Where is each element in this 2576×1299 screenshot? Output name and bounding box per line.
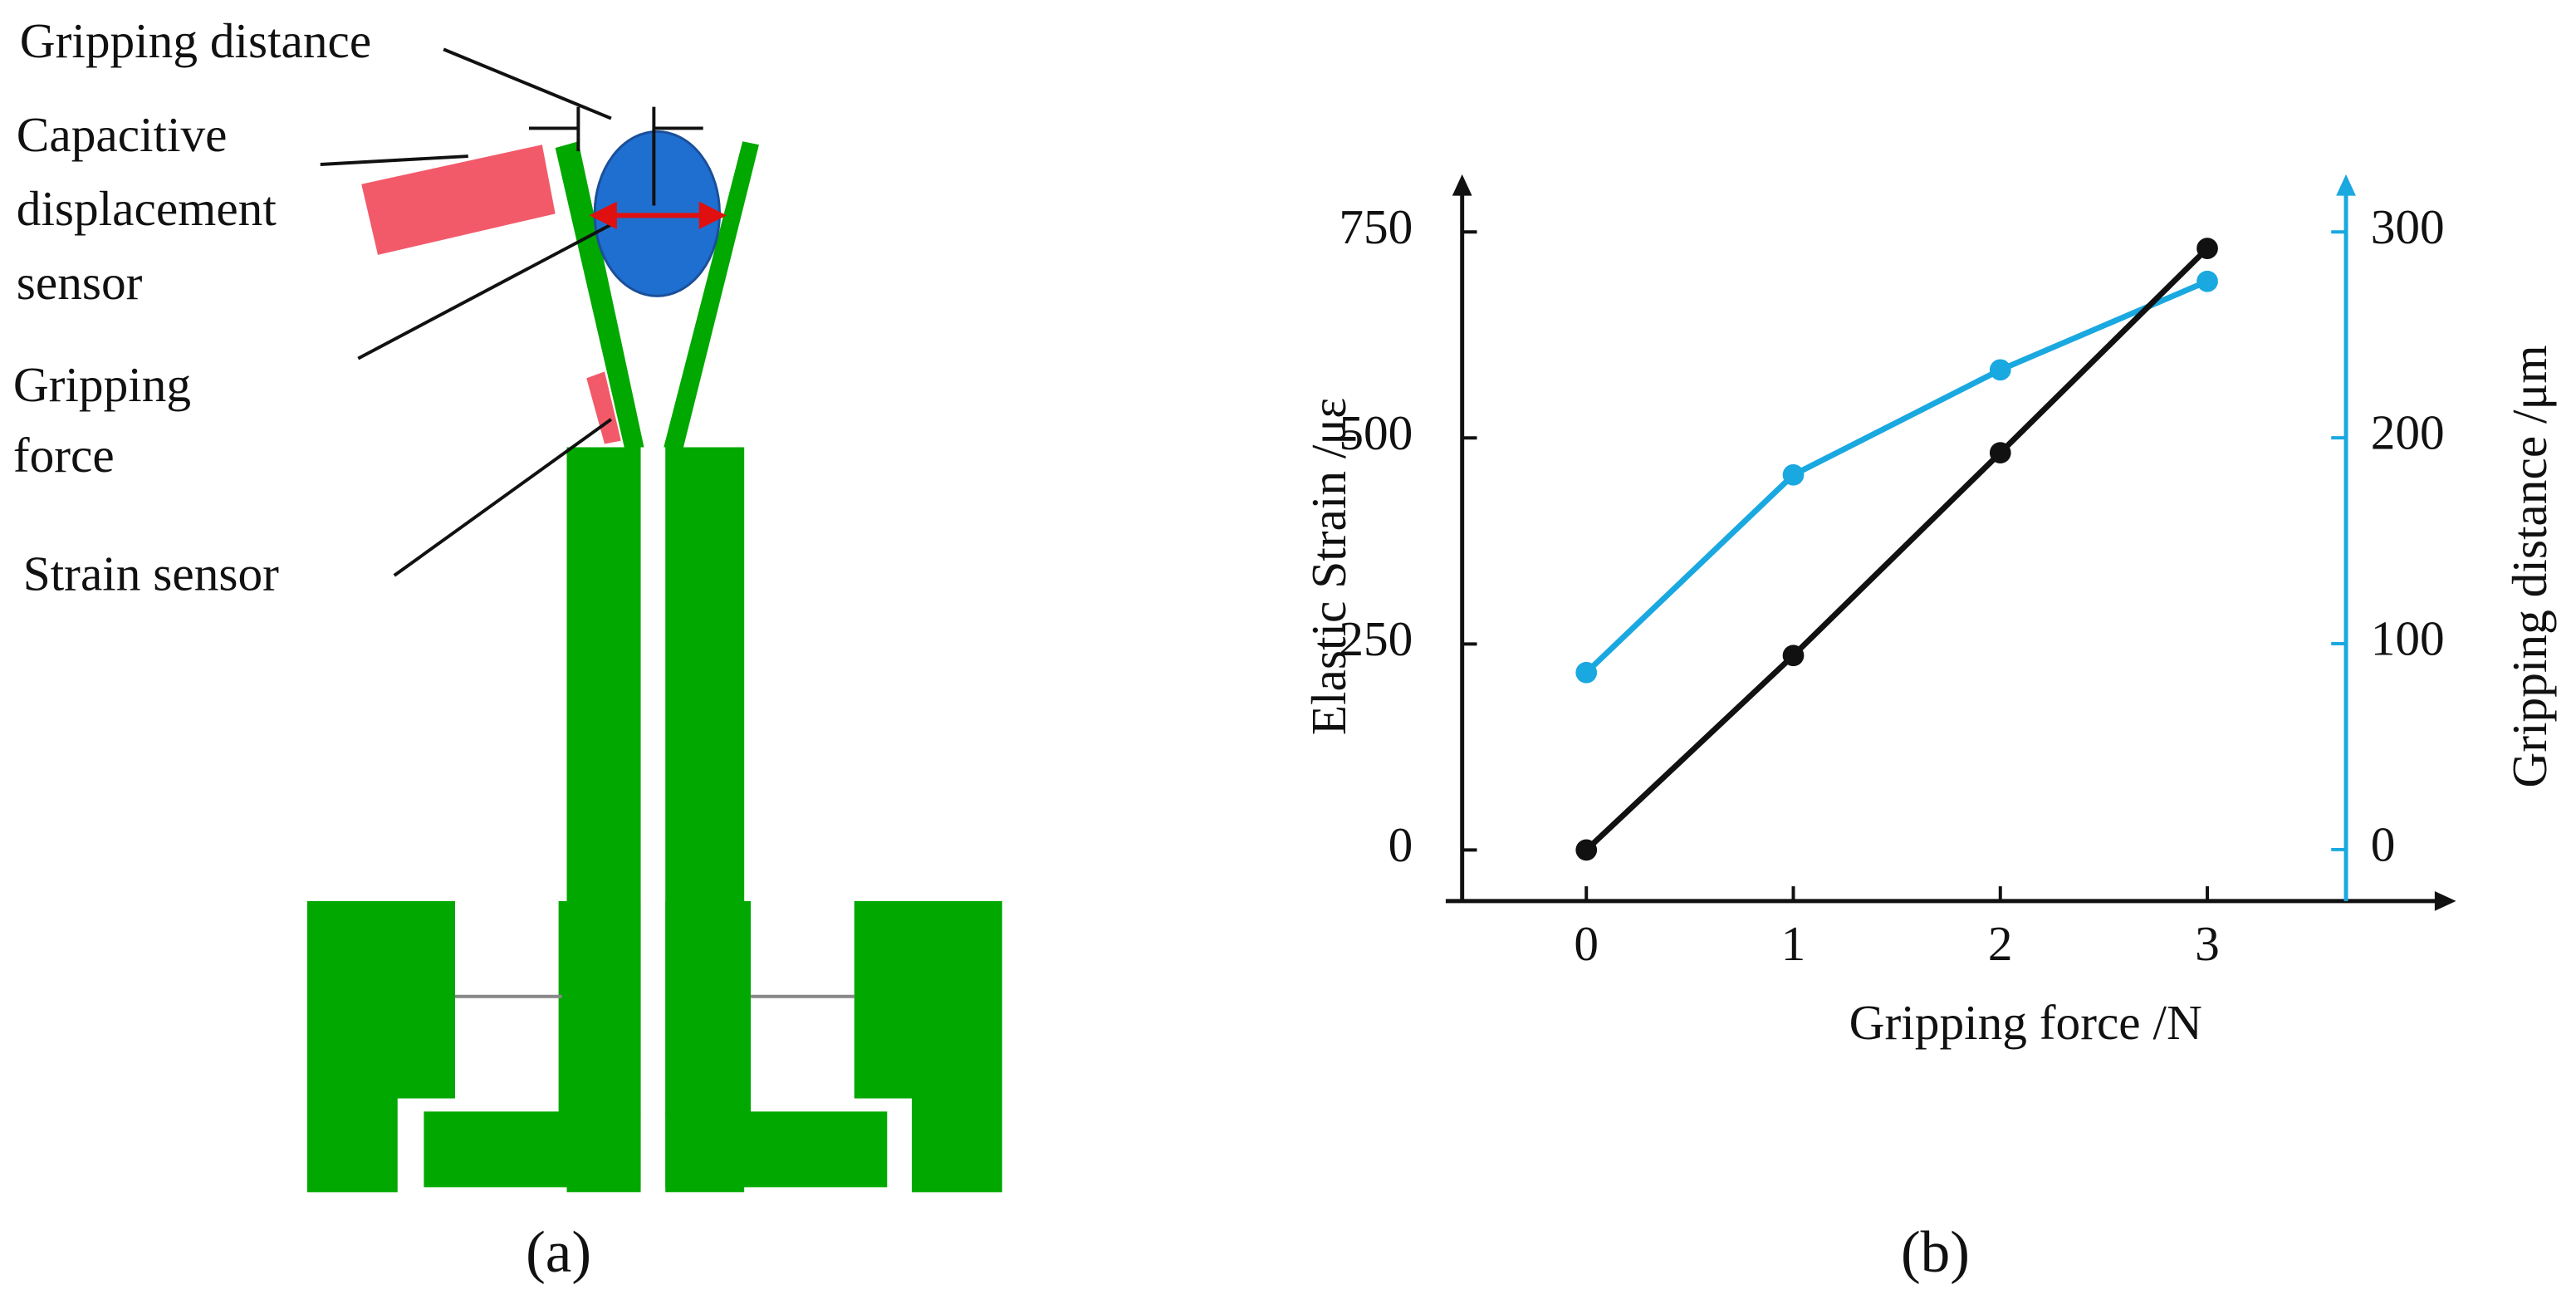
label: Strain sensor xyxy=(23,546,279,600)
point xyxy=(1575,661,1598,684)
y-tick-label: 250 xyxy=(1339,611,1413,666)
label: Gripping xyxy=(13,357,191,412)
point xyxy=(2196,270,2218,292)
x-axis-title: Gripping force /N xyxy=(1849,995,2202,1050)
y-tick-label: 0 xyxy=(1388,817,1413,872)
left-base xyxy=(424,1111,641,1188)
y2-tick-label: 200 xyxy=(2371,405,2445,460)
label: force xyxy=(13,428,115,483)
label: displacement xyxy=(17,181,277,236)
capacitive-sensor xyxy=(361,145,556,255)
point xyxy=(1989,442,2011,464)
right-block xyxy=(854,900,1002,1193)
point xyxy=(1782,463,1805,486)
gripper-diagram: Gripping distance Capacitive displacemen… xyxy=(13,13,1002,1285)
series-line xyxy=(1584,246,2210,852)
left-arm-lower xyxy=(558,900,641,1115)
y2-tick-label: 0 xyxy=(2371,817,2396,872)
right-arm-lower xyxy=(665,900,752,1115)
point xyxy=(1989,359,2011,381)
caption: (a) xyxy=(526,1220,591,1285)
y2-tick-label: 300 xyxy=(2371,199,2445,254)
point xyxy=(2196,238,2218,259)
x-tick-label: 3 xyxy=(2195,916,2220,971)
y2-tick-label: 100 xyxy=(2371,611,2445,666)
left-block xyxy=(306,900,455,1193)
y-axis-arrow xyxy=(1452,174,1472,196)
left-finger xyxy=(555,141,644,448)
label: Capacitive xyxy=(17,107,228,162)
x-tick-label: 0 xyxy=(1574,916,1599,971)
series-line xyxy=(1584,278,2209,675)
y2-axis-title: Gripping distance /μm xyxy=(2502,345,2557,787)
y-axis-title: Elastic Strain /με xyxy=(1301,398,1356,735)
width-arrow xyxy=(589,201,727,230)
y-tick-label: 750 xyxy=(1339,199,1413,254)
strain-sensor xyxy=(586,371,621,444)
x-tick-label: 1 xyxy=(1781,916,1806,971)
right-base xyxy=(665,1111,888,1188)
x-axis-arrow xyxy=(2434,891,2456,911)
point xyxy=(1575,839,1598,861)
y-tick-label: 500 xyxy=(1339,405,1413,460)
leader-lines xyxy=(320,47,703,577)
x-tick-label: 2 xyxy=(1988,916,2013,971)
chart: 0 1 2 3 0 250 500 750 0 100 200 300 Gripping force /… xyxy=(1301,174,2557,1050)
point xyxy=(1782,645,1805,667)
label: Gripping distance xyxy=(20,13,372,68)
y2-axis-arrow xyxy=(2336,174,2356,196)
caption: (b) xyxy=(1901,1220,1970,1285)
right-finger xyxy=(664,141,759,448)
label: sensor xyxy=(17,255,143,310)
